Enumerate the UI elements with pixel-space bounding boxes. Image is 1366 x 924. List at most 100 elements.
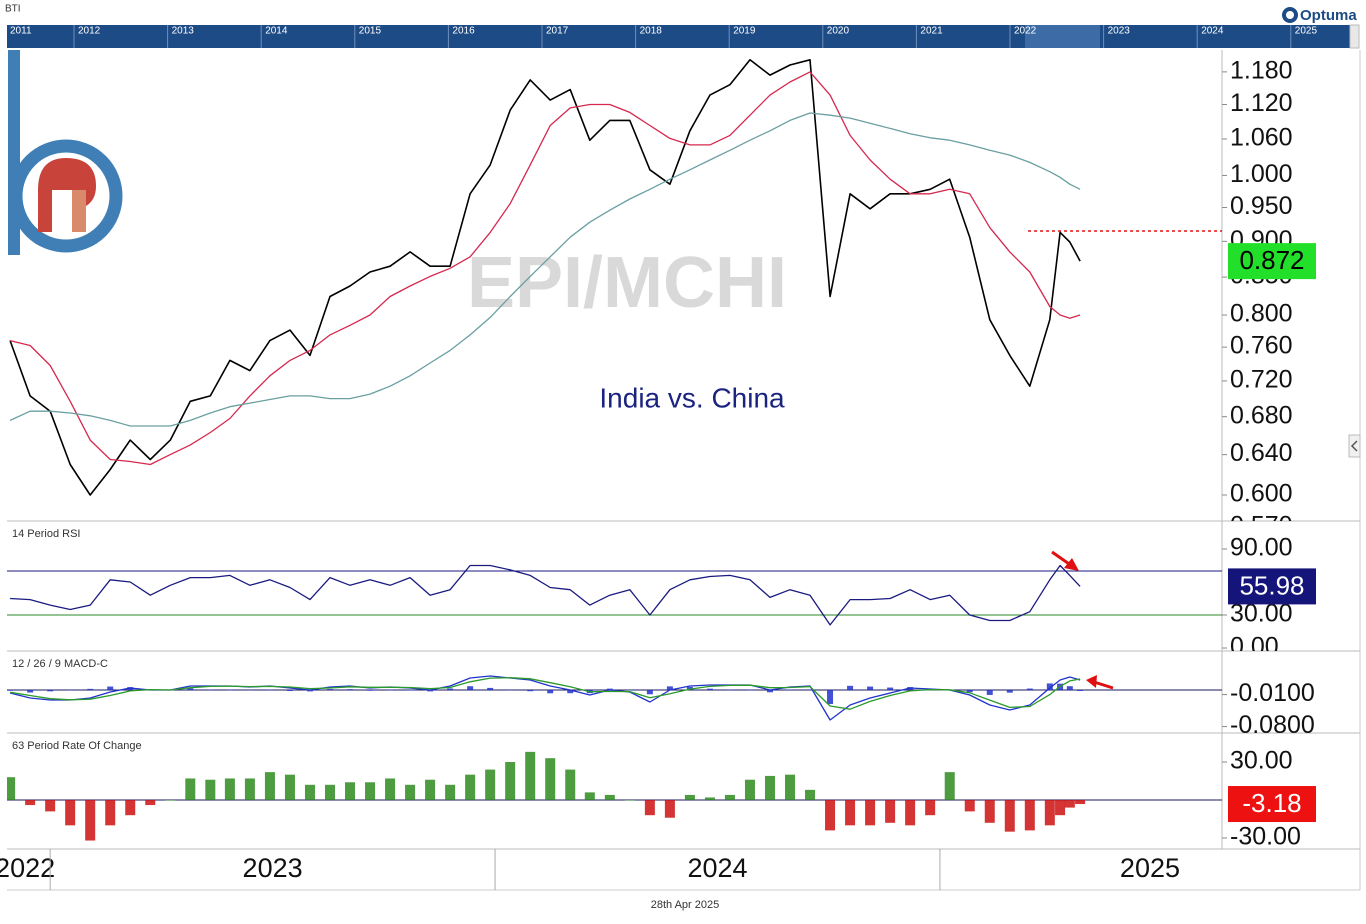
histogram-bar	[744, 779, 755, 800]
histogram-bar	[266, 689, 273, 691]
brand-icon-hole	[1286, 11, 1294, 19]
navigator-scroll[interactable]	[1349, 24, 1360, 49]
histogram-bar	[1077, 690, 1084, 691]
navigator-year: 2022	[1014, 26, 1037, 37]
navigator-years: 2011 2012 2013 2014 2015 2016 2017 2018 2019 2020…	[10, 25, 1317, 48]
navigator-year: 2024	[1201, 26, 1224, 37]
y-tick-label: 90.00	[1230, 534, 1293, 562]
histogram-bar	[807, 689, 814, 691]
panel-title: 12 / 26 / 9 MACD-C	[12, 658, 108, 670]
navigator-year: 2025	[1295, 26, 1318, 37]
histogram-bar	[65, 799, 76, 826]
logo-inner-light	[72, 190, 86, 232]
histogram-bar	[1064, 799, 1075, 808]
histogram-bar	[427, 690, 434, 692]
series-line	[10, 564, 1081, 626]
histogram-bar	[664, 799, 675, 818]
histogram-bar	[306, 690, 313, 692]
histogram-bar	[125, 799, 136, 816]
side-collapse-icon	[1350, 440, 1358, 452]
histogram-bar	[286, 690, 293, 691]
histogram-bar	[324, 784, 335, 800]
histogram-bar	[845, 799, 856, 826]
axis: -0.0100 -0.0800	[1222, 679, 1315, 739]
brand-logo: Optuma	[1282, 7, 1357, 24]
histogram-bar	[525, 751, 536, 800]
histogram-bar	[246, 690, 253, 691]
logo-ring	[9, 139, 123, 253]
histogram-bar	[905, 799, 916, 826]
y-tick-label: 0.950	[1230, 192, 1293, 220]
histogram-bar	[1026, 688, 1033, 691]
histogram-bar	[244, 778, 255, 800]
histogram-bar	[787, 689, 794, 691]
histogram-bar	[684, 794, 695, 800]
histogram-bar	[867, 686, 874, 691]
histogram-bar	[145, 799, 156, 806]
histogram-bar	[465, 774, 476, 800]
histogram-bar	[604, 794, 615, 800]
histogram-bar	[944, 772, 955, 800]
y-tick-label: -0.0800	[1230, 711, 1315, 739]
value-box-label: 0.872	[1239, 245, 1304, 275]
panel-title: 63 Period Rate Of Change	[12, 740, 142, 752]
series-line	[9, 59, 1081, 496]
histogram-bar	[367, 690, 374, 691]
panel	[7, 751, 1222, 841]
y-tick-label: 0.640	[1230, 439, 1293, 467]
histogram-bar	[1044, 799, 1055, 826]
histogram-bar	[347, 689, 354, 691]
histogram-bar	[7, 690, 14, 691]
panel	[7, 675, 1222, 721]
y-tick-label: 0.720	[1230, 366, 1293, 394]
arrow-head	[1086, 675, 1097, 688]
histogram-bar	[87, 688, 94, 691]
y-tick-label: -0.0100	[1230, 679, 1315, 707]
histogram-bar	[746, 689, 753, 691]
y-tick-label: 1.060	[1230, 124, 1293, 152]
navigator-year: 2014	[265, 26, 288, 37]
histogram-bar	[827, 690, 834, 704]
y-tick-label: 0.800	[1230, 300, 1293, 328]
value-box	[1228, 786, 1316, 823]
histogram-bar	[165, 799, 176, 801]
panel	[7, 564, 1222, 626]
navigator-year: 2017	[546, 26, 569, 37]
arrow-head	[1064, 558, 1079, 571]
histogram-bar	[644, 799, 655, 816]
watermark-title: EPI/MCHI	[467, 243, 787, 323]
side-collapse[interactable]	[1348, 434, 1361, 458]
histogram-bar	[766, 690, 773, 693]
histogram-bar	[205, 779, 216, 800]
navigator-year: 2018	[640, 26, 663, 37]
arrow-annotations	[1051, 550, 1114, 690]
histogram-bar	[7, 777, 16, 800]
y-tick-label: 0.00	[1230, 633, 1279, 661]
histogram-bar	[505, 761, 516, 800]
histogram-bar	[365, 782, 376, 800]
histogram-bar	[706, 688, 713, 691]
arrow-shaft	[1093, 680, 1114, 690]
histogram-bar	[445, 784, 456, 800]
axis: 0.5700.6000.6400.6800.7200.7600.8000.850…	[1222, 56, 1293, 540]
navigator-bar	[7, 25, 1350, 48]
y-tick-label: 1.000	[1230, 160, 1293, 188]
histogram-bar	[1055, 799, 1066, 816]
histogram-bar	[925, 799, 936, 816]
y-tick-label: 1.180	[1230, 56, 1293, 84]
navigator-year: 2011	[10, 26, 32, 37]
histogram-bar	[447, 688, 454, 691]
histogram-bar	[606, 688, 613, 691]
histogram-bar	[887, 687, 894, 691]
y-tick-label: 1.120	[1230, 89, 1293, 117]
histogram-bar	[385, 778, 396, 800]
value-box	[1228, 243, 1316, 280]
navigator-year: 2012	[78, 26, 101, 37]
histogram-bar	[986, 690, 993, 695]
histogram-bar	[47, 690, 54, 692]
histogram-bar	[326, 689, 333, 691]
y-tick-label: 0.570	[1230, 512, 1293, 540]
